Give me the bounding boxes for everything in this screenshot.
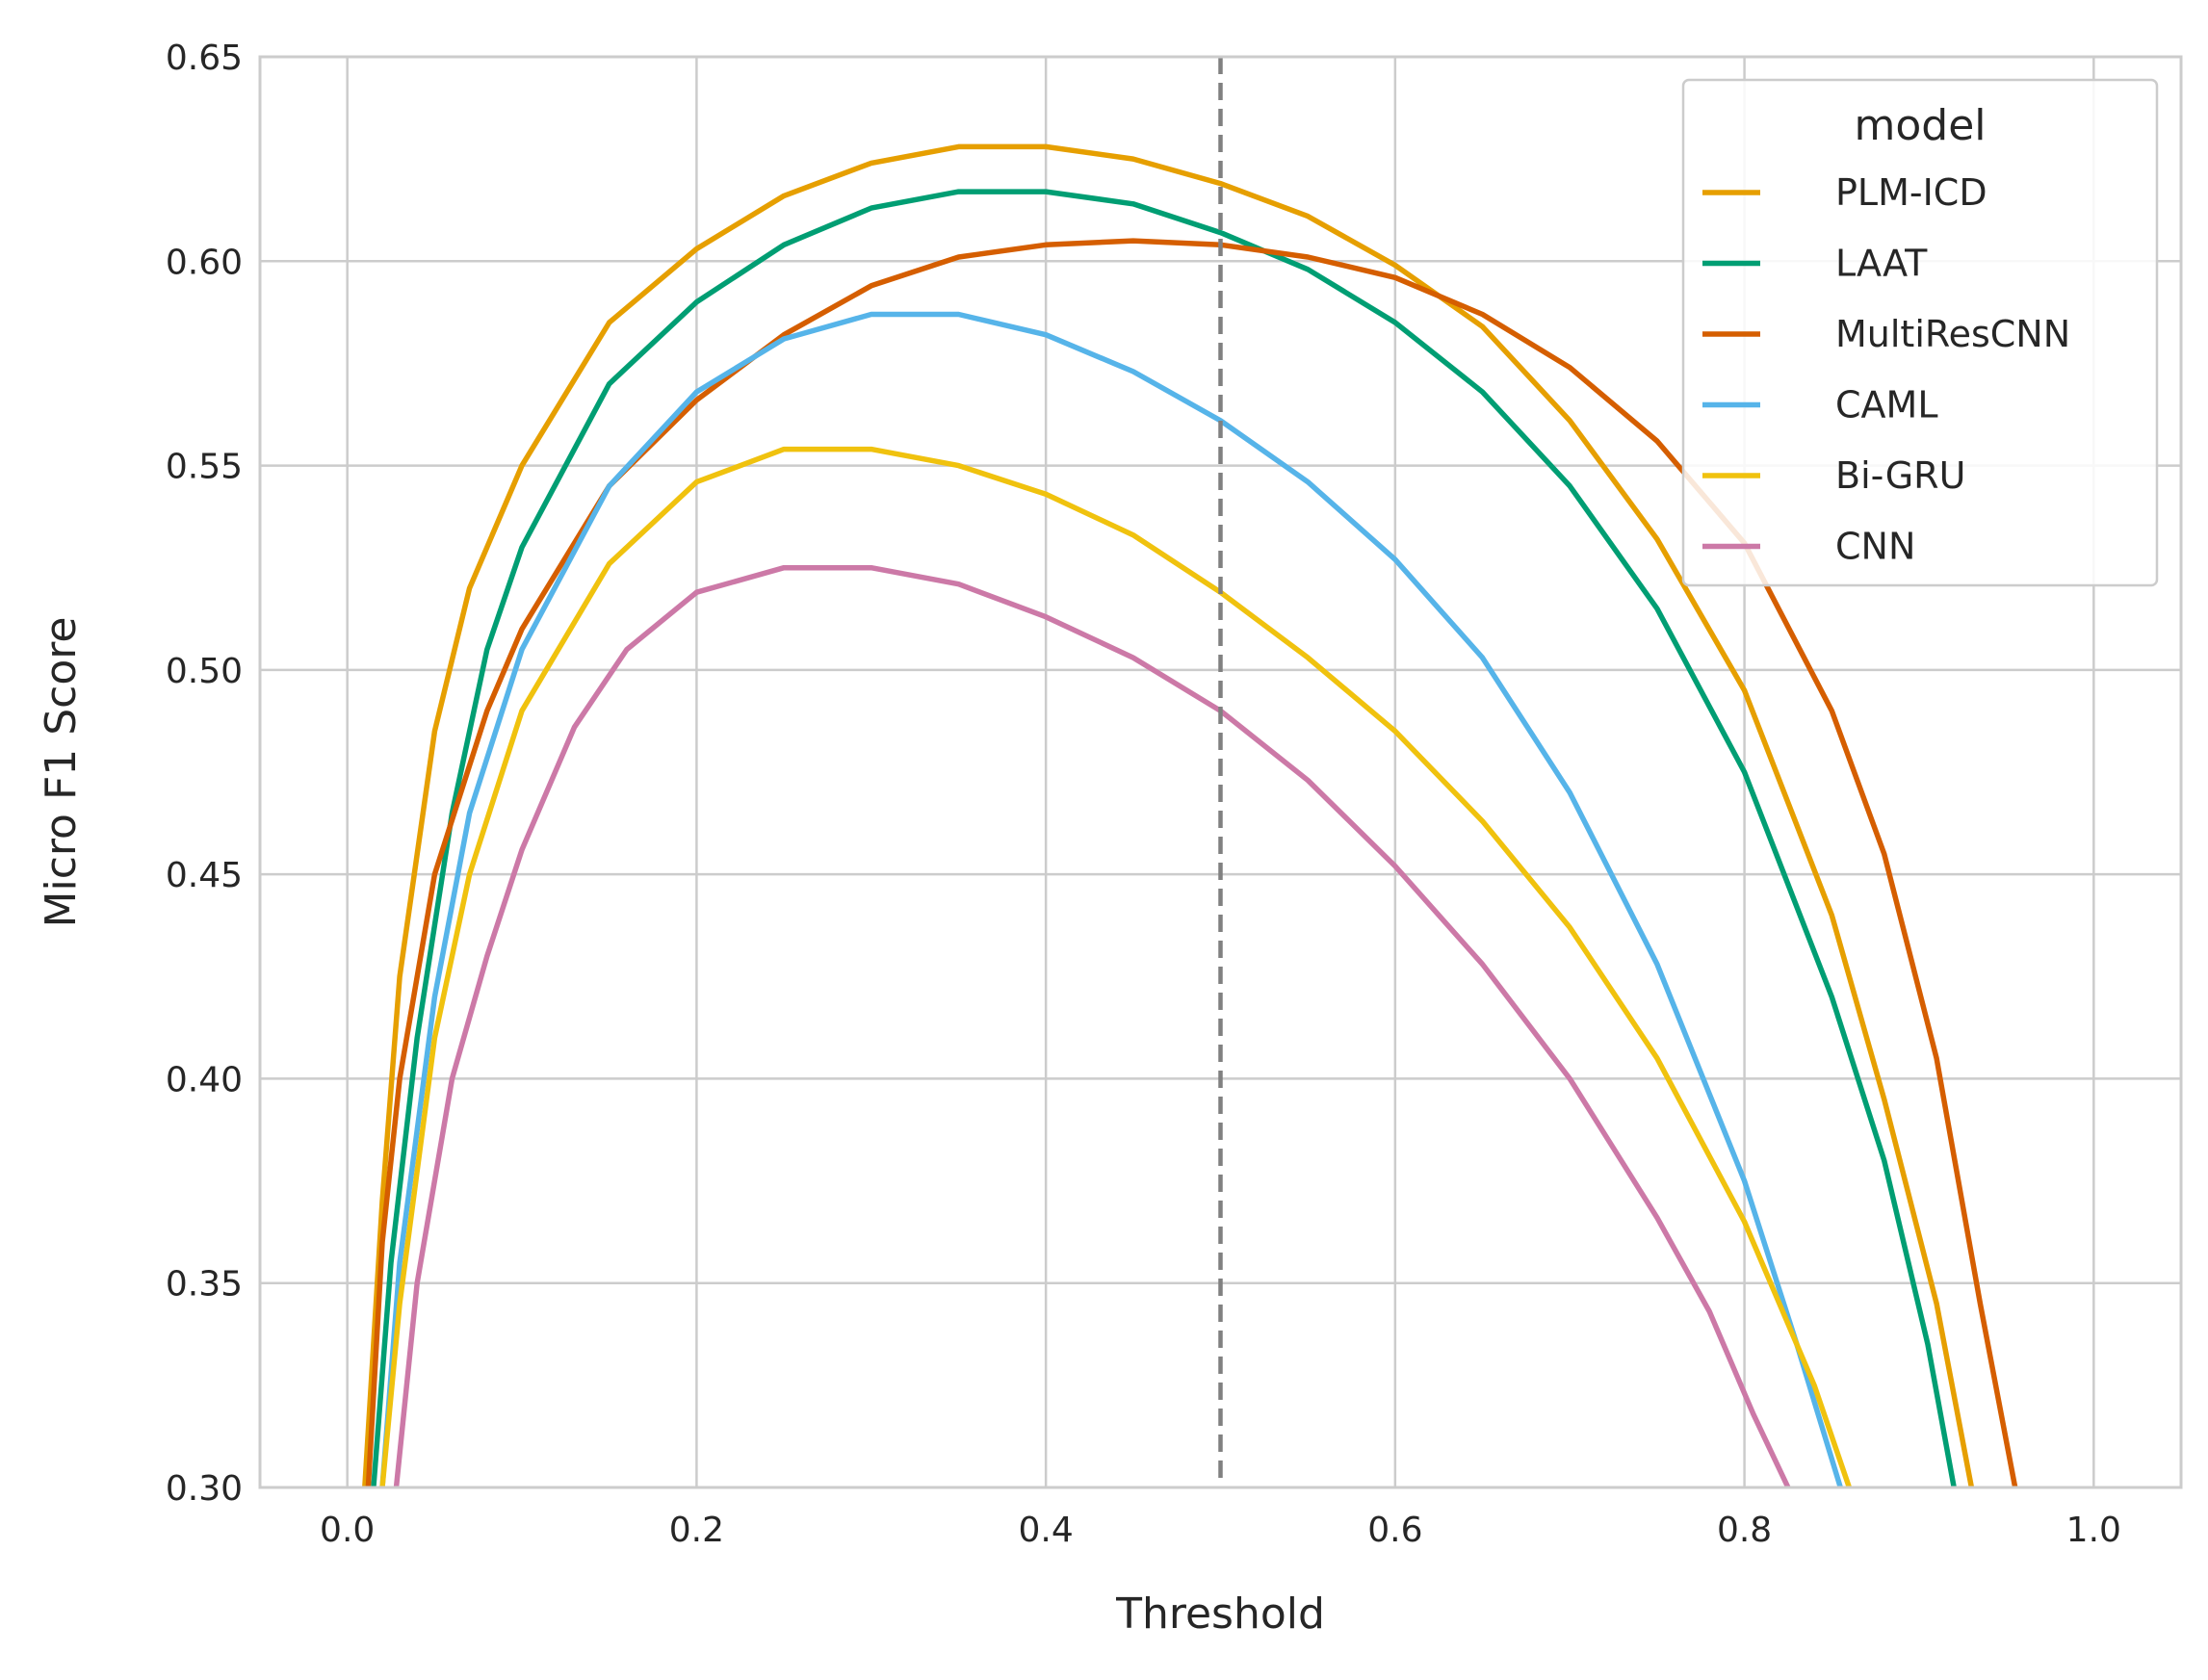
x-tick-label: 0.6	[1367, 1511, 1422, 1550]
y-tick-label: 0.40	[166, 1060, 243, 1099]
y-tick-label: 0.60	[166, 243, 243, 282]
legend-label-cnn: CNN	[1835, 526, 1915, 568]
series-line-cnn	[393, 564, 1791, 1487]
y-tick-labels: 0.30 0.35 0.40 0.45 0.50 0.55 0.60 0.65	[166, 39, 243, 1509]
x-axis-label: Threshold	[1115, 1590, 1325, 1639]
y-tick-label: 0.35	[166, 1265, 243, 1305]
x-tick-label: 0.8	[1717, 1511, 1772, 1550]
legend-label-laat: LAAT	[1835, 243, 1928, 285]
legend-title: model	[1854, 101, 1986, 150]
legend-label-caml: CAML	[1835, 384, 1938, 426]
y-axis-label: Micro F1 Score	[37, 617, 86, 928]
series-lines	[362, 143, 2018, 1487]
x-tick-label: 0.0	[320, 1511, 375, 1550]
series-line-plm-icd	[362, 143, 1975, 1487]
series-line-multirescnn	[365, 238, 2018, 1487]
y-tick-label: 0.50	[166, 652, 243, 691]
legend-label-bi-gru: Bi-GRU	[1835, 454, 1965, 497]
series-line-caml	[379, 311, 1843, 1487]
series-line-bi-gru	[379, 446, 1853, 1487]
y-tick-label: 0.55	[166, 448, 243, 487]
legend-label-plm-icd: PLM-ICD	[1835, 171, 1987, 214]
y-tick-label: 0.30	[166, 1469, 243, 1509]
legend-items: PLM-ICD LAAT MultiResCNN CAML Bi-GRU CNN	[1702, 171, 2070, 568]
series-line-laat	[371, 189, 1957, 1487]
legend: model PLM-ICD LAAT MultiResCNN CAML Bi-GRU CN…	[1681, 78, 2159, 587]
x-tick-label: 0.4	[1019, 1511, 1074, 1550]
legend-label-multirescnn: MultiResCNN	[1835, 313, 2070, 355]
y-tick-label: 0.45	[166, 856, 243, 895]
y-tick-label: 0.65	[166, 39, 243, 78]
x-tick-label: 1.0	[2066, 1511, 2121, 1550]
x-tick-labels: 0.0 0.2 0.4 0.6 0.8 1.0	[320, 1511, 2121, 1550]
plot-frame	[258, 55, 2183, 1489]
x-tick-label: 0.2	[669, 1511, 724, 1550]
legend-box	[1681, 78, 2159, 587]
